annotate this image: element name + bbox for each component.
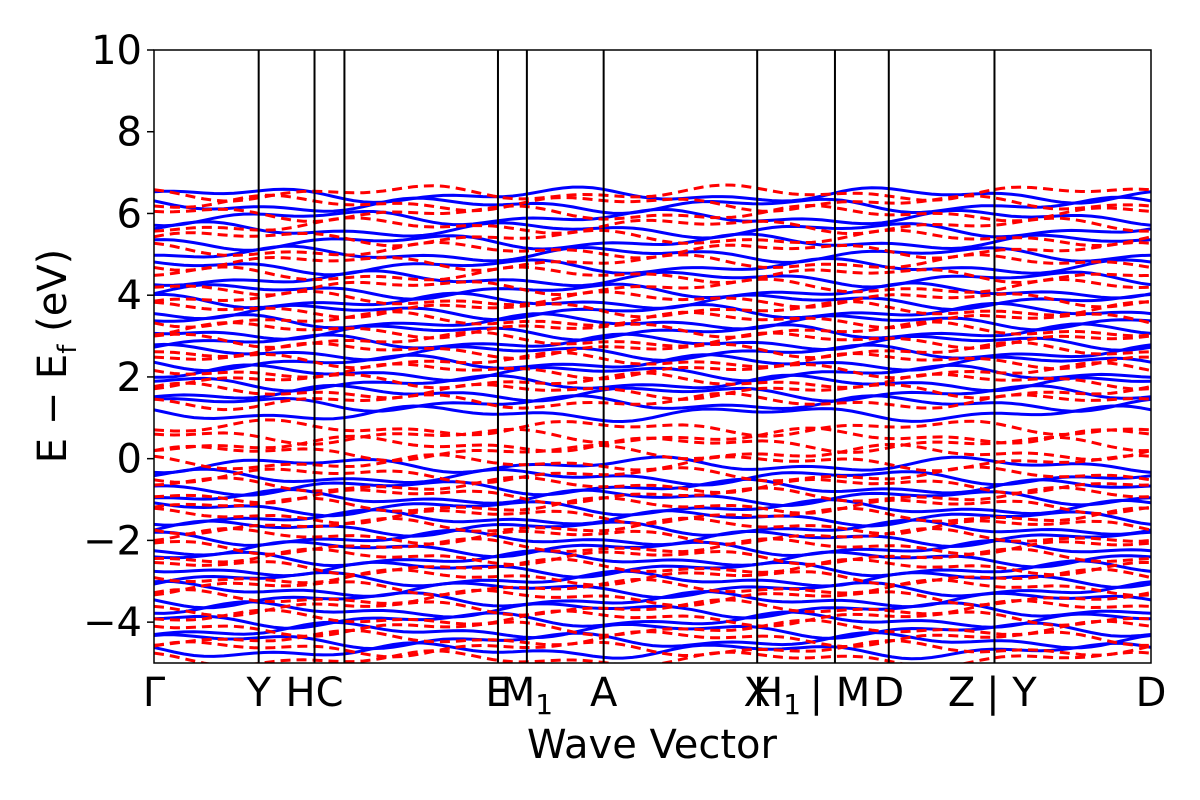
- dashed-band-line: [154, 475, 1151, 495]
- dashed-band-line: [154, 628, 1151, 649]
- kpoint-divider-lines: [257, 50, 996, 663]
- solid-band-line: [154, 394, 1151, 413]
- dashed-band-line: [154, 649, 1151, 663]
- x-tick-label: HC: [286, 670, 344, 716]
- x-tick-label: M1: [501, 670, 553, 721]
- y-tick-label: 10: [91, 28, 142, 74]
- dashed-band-line: [154, 265, 1151, 285]
- dashed-band-line: [154, 310, 1151, 330]
- x-tick-label-subscript: 1: [535, 688, 553, 721]
- dashed-band-line: [154, 526, 1151, 546]
- dashed-band-line: [154, 391, 1151, 412]
- solid-band-line: [154, 404, 1151, 424]
- dashed-band-line: [154, 608, 1151, 628]
- x-tick-label: | Y: [986, 670, 1037, 716]
- solid-band-line: [154, 244, 1151, 264]
- solid-band-line: [154, 620, 1151, 640]
- dashed-band-line: [154, 340, 1151, 360]
- solid-band-line: [154, 549, 1151, 569]
- y-axis-label-unit: (eV): [30, 249, 76, 345]
- x-tick-label: D: [873, 670, 904, 716]
- solid-band-line: [154, 342, 1151, 362]
- dashed-band-line: [154, 253, 1151, 272]
- y-tick-label: −2: [83, 518, 142, 564]
- plot-frame: [153, 49, 1152, 664]
- dashed-band-line: [154, 183, 1151, 203]
- solid-band-line: [154, 312, 1151, 332]
- dashed-band-line: [154, 557, 1151, 577]
- x-tick-label: Y: [245, 670, 271, 716]
- y-tick-label: 2: [117, 355, 142, 401]
- x-tick-label: A: [590, 670, 618, 716]
- solid-band-line: [154, 508, 1151, 528]
- solid-band-line: [154, 332, 1151, 352]
- y-axis-label-subscript: f: [53, 344, 83, 354]
- x-tick-label: D: [1136, 670, 1167, 716]
- solid-band-line: [154, 302, 1151, 322]
- y-tick-label: 0: [117, 437, 142, 483]
- solid-band-line: [154, 220, 1151, 240]
- dashed-band-line: [154, 567, 1151, 587]
- x-tick-label-subscript: 1: [783, 688, 801, 721]
- y-axis-ticks: −4 −2 0 2 4 6 8 10: [83, 28, 154, 646]
- dashed-band-line: [154, 371, 1151, 391]
- dashed-band-line: [154, 496, 1151, 516]
- y-axis-label: E − Ef (eV): [30, 249, 83, 464]
- solid-band-line: [154, 281, 1151, 301]
- dashed-band-line: [154, 418, 1151, 438]
- solid-band-line: [154, 207, 1151, 228]
- x-tick-label: Z: [948, 670, 975, 716]
- solid-band-line: [154, 528, 1151, 549]
- dashed-band-line: [154, 516, 1151, 536]
- y-tick-label: 4: [117, 273, 142, 319]
- dashed-band-line: [154, 228, 1151, 248]
- solid-band-line: [154, 467, 1151, 487]
- y-tick-label: −4: [83, 600, 142, 646]
- solid-band-line: [154, 641, 1151, 661]
- solid-band-line: [154, 185, 1151, 205]
- dashed-band-line: [154, 638, 1151, 659]
- dashed-band-line: [154, 320, 1151, 340]
- solid-band-line: [154, 363, 1151, 383]
- dashed-band-line: [154, 216, 1151, 236]
- solid-band-line: [154, 232, 1151, 252]
- x-tick-label: E: [485, 670, 510, 716]
- solid-band-line: [154, 600, 1151, 620]
- x-tick-label: H1: [753, 670, 801, 721]
- solid-band-line: [154, 538, 1151, 559]
- x-tick-label: Γ: [143, 670, 166, 716]
- dashed-band-line: [154, 547, 1151, 567]
- band-lines: [154, 183, 1151, 663]
- x-tick-label: | M: [810, 670, 871, 716]
- dashed-band-line: [154, 289, 1151, 309]
- dashed-band-line: [154, 577, 1151, 597]
- dashed-band-line: [154, 193, 1151, 213]
- dashed-band-line: [154, 598, 1151, 618]
- solid-band-line: [154, 455, 1151, 475]
- solid-band-line: [154, 630, 1151, 651]
- dashed-band-line: [154, 485, 1151, 505]
- dashed-band-line: [154, 465, 1151, 485]
- y-tick-label: 8: [117, 110, 142, 156]
- dashed-band-line: [154, 277, 1151, 297]
- solid-band-line: [154, 256, 1151, 277]
- x-tick-label: X: [743, 670, 770, 716]
- dashed-band-line: [154, 350, 1151, 371]
- dashed-band-line: [154, 434, 1151, 455]
- x-axis-label: Wave Vector: [527, 722, 778, 768]
- solid-band-line: [154, 383, 1151, 403]
- y-tick-label: 6: [117, 191, 142, 237]
- dashed-band-line: [154, 442, 1151, 463]
